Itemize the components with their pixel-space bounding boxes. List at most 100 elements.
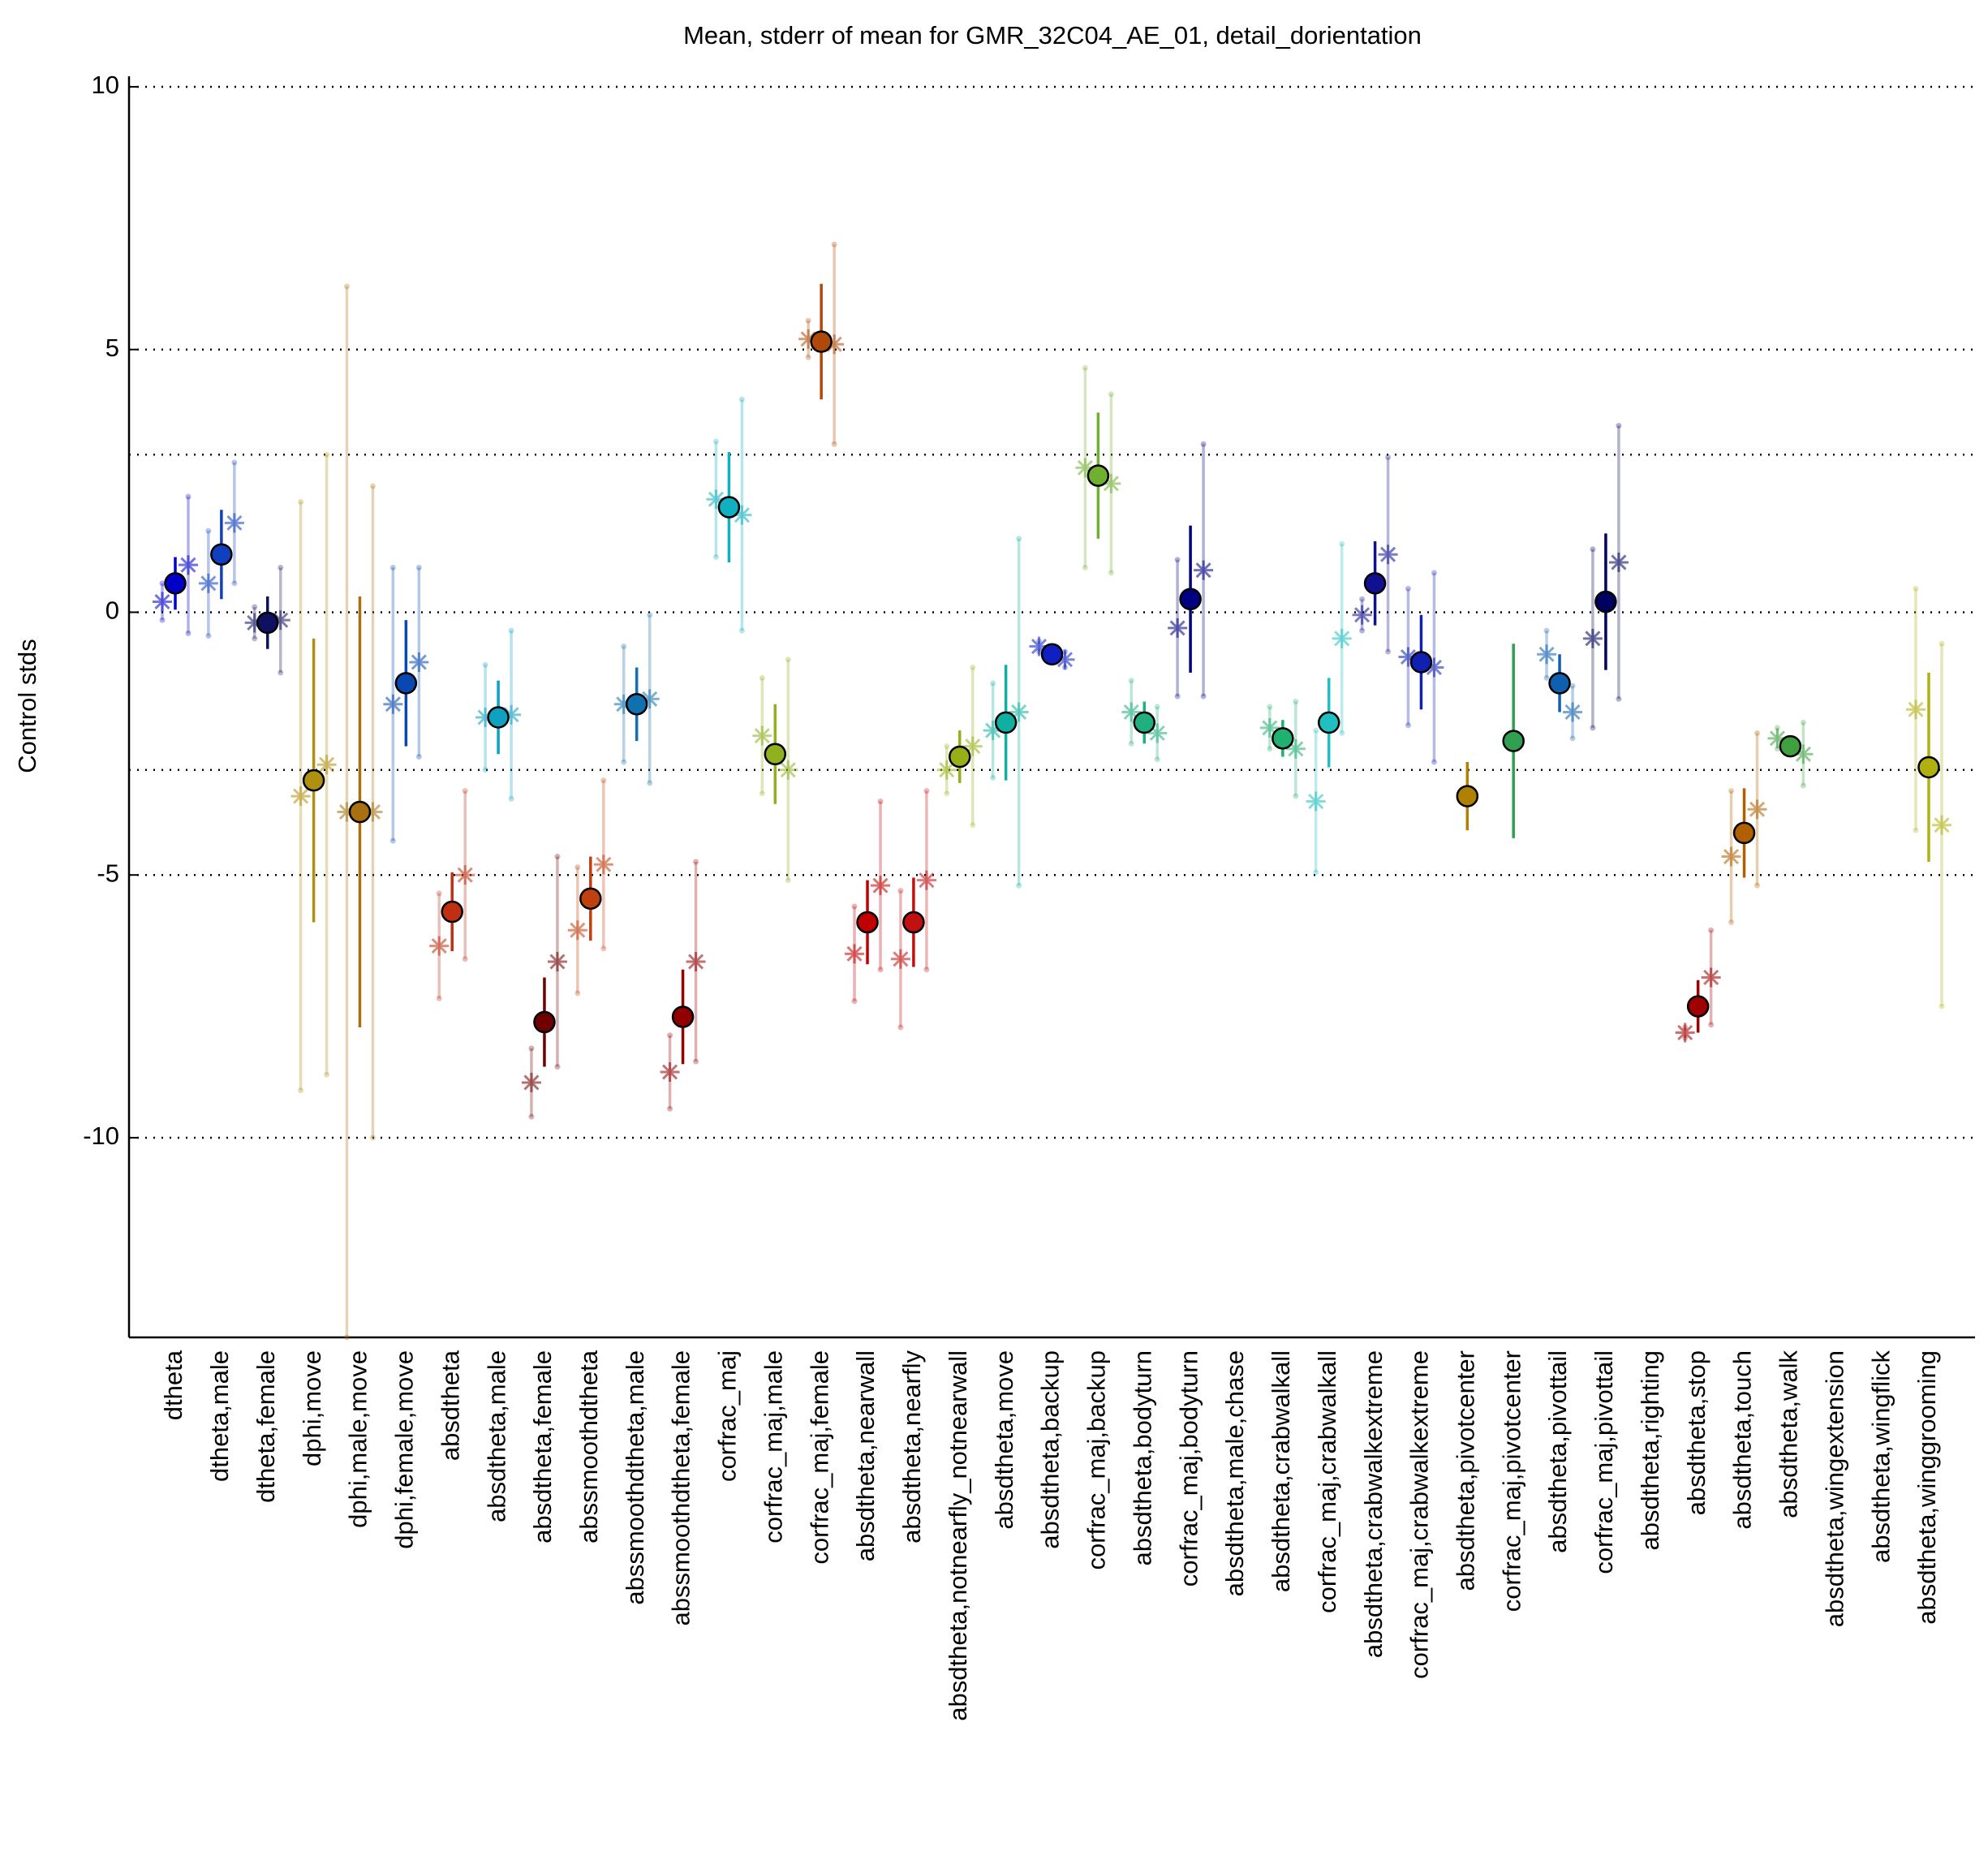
sex-error-group bbox=[936, 743, 957, 797]
x-tick-label: absdtheta,wingextension bbox=[1820, 1350, 1848, 1627]
mean-marker bbox=[1456, 785, 1479, 807]
mean-marker bbox=[441, 900, 463, 924]
error-cap bbox=[1359, 627, 1366, 634]
star-stroke bbox=[226, 515, 243, 531]
star-marker bbox=[1932, 815, 1951, 835]
error-cap bbox=[1405, 585, 1411, 592]
star-stroke bbox=[662, 1064, 678, 1080]
star-stroke bbox=[596, 856, 612, 872]
x-tick-label: corfrac_maj,bodyturn bbox=[1174, 1350, 1203, 1587]
error-cap bbox=[508, 795, 514, 802]
mean-marker bbox=[1272, 727, 1294, 750]
sex-error-group bbox=[1398, 585, 1418, 729]
x-tick-label: dphi,move bbox=[298, 1350, 326, 1466]
error-cap bbox=[1616, 695, 1622, 702]
star-marker bbox=[521, 1072, 541, 1092]
star-stroke bbox=[1103, 476, 1119, 492]
sex-error-group bbox=[1352, 596, 1372, 634]
error-cap bbox=[1016, 536, 1022, 542]
star-stroke bbox=[570, 922, 586, 938]
star-stroke bbox=[1677, 1024, 1693, 1040]
star-marker bbox=[179, 555, 198, 575]
error-cap bbox=[1174, 693, 1181, 700]
error-cap bbox=[278, 670, 284, 676]
error-cap bbox=[1431, 570, 1437, 576]
star-stroke bbox=[411, 654, 427, 670]
star-marker bbox=[1582, 628, 1603, 648]
error-cap bbox=[528, 1113, 535, 1120]
star-marker bbox=[429, 936, 450, 956]
error-cap bbox=[1754, 882, 1761, 889]
error-cap bbox=[1108, 391, 1114, 398]
mean-marker bbox=[717, 496, 741, 519]
x-tick-label: dphi,male,move bbox=[344, 1350, 372, 1528]
error-cap bbox=[1082, 364, 1088, 371]
sex-error-group bbox=[752, 674, 772, 797]
x-tick-label: absdtheta,male,chase bbox=[1220, 1350, 1249, 1596]
star-stroke bbox=[1795, 746, 1811, 762]
mean-marker bbox=[1594, 590, 1617, 614]
sex-error-group bbox=[871, 799, 891, 973]
error-cap bbox=[1339, 540, 1345, 547]
mean-marker bbox=[348, 800, 372, 824]
sex-error-group bbox=[429, 890, 450, 1001]
error-cap bbox=[1082, 564, 1088, 570]
star-stroke bbox=[1334, 631, 1350, 647]
mean-marker bbox=[533, 1010, 556, 1034]
error-cap bbox=[343, 283, 350, 290]
mean-marker bbox=[764, 743, 787, 766]
mean-marker bbox=[1040, 643, 1064, 665]
x-tick-label: absdtheta,winggrooming bbox=[1913, 1350, 1941, 1625]
error-cap bbox=[1128, 740, 1134, 747]
mean-marker bbox=[1779, 734, 1802, 758]
star-stroke bbox=[919, 872, 935, 889]
error-cap bbox=[1543, 674, 1550, 681]
error-cap bbox=[1385, 648, 1392, 655]
star-marker bbox=[916, 870, 936, 890]
star-stroke bbox=[1056, 652, 1074, 668]
error-cap bbox=[851, 903, 858, 910]
star-marker bbox=[1563, 702, 1583, 722]
sex-error-group bbox=[962, 664, 983, 829]
error-cap bbox=[1154, 756, 1160, 763]
star-stroke bbox=[846, 945, 863, 962]
star-stroke bbox=[1611, 554, 1627, 570]
error-cap bbox=[1913, 827, 1919, 833]
sex-error-group bbox=[1378, 454, 1398, 655]
sex-error-group bbox=[153, 580, 172, 623]
mean-marker bbox=[810, 330, 833, 353]
star-marker bbox=[316, 755, 337, 775]
error-cap bbox=[712, 438, 719, 445]
sex-error-group bbox=[1563, 682, 1583, 742]
error-cap bbox=[693, 1058, 699, 1065]
error-cap bbox=[1293, 699, 1299, 705]
star-marker bbox=[198, 573, 218, 593]
error-cap bbox=[1800, 782, 1806, 789]
error-cap bbox=[389, 837, 396, 844]
error-cap bbox=[1174, 557, 1181, 563]
error-cap bbox=[1569, 682, 1576, 689]
error-cap bbox=[923, 967, 930, 973]
star-stroke bbox=[293, 788, 309, 804]
star-stroke bbox=[688, 954, 704, 970]
sex-error-group bbox=[660, 1032, 680, 1112]
sex-error-group bbox=[593, 777, 613, 952]
sex-error-group bbox=[845, 903, 865, 1005]
error-cap bbox=[1728, 919, 1735, 925]
error-cap bbox=[923, 788, 930, 794]
star-stroke bbox=[200, 575, 217, 592]
x-tick-label: dphi,female,move bbox=[390, 1350, 419, 1549]
error-cap bbox=[159, 617, 166, 623]
error-cap bbox=[1267, 746, 1273, 752]
sex-error-group bbox=[1701, 927, 1721, 1028]
sex-error-group bbox=[383, 564, 403, 844]
sex-error-group bbox=[1537, 627, 1557, 681]
y-tick-label: -10 bbox=[83, 1122, 119, 1150]
x-tick-label: corfrac_maj,crabwalkall bbox=[1313, 1350, 1341, 1613]
x-tick-label: absdtheta,crabwalkall bbox=[1267, 1350, 1295, 1592]
error-cap bbox=[738, 396, 745, 403]
star-marker bbox=[686, 952, 706, 972]
star-stroke bbox=[1538, 646, 1555, 662]
sex-error-group bbox=[1424, 570, 1444, 765]
sex-error-group bbox=[1194, 441, 1214, 700]
